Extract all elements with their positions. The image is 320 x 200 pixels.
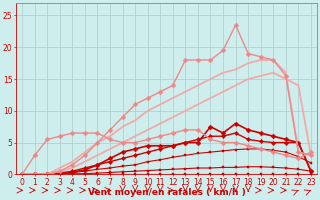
X-axis label: Vent moyen/en rafales ( km/h ): Vent moyen/en rafales ( km/h ) (88, 188, 245, 197)
